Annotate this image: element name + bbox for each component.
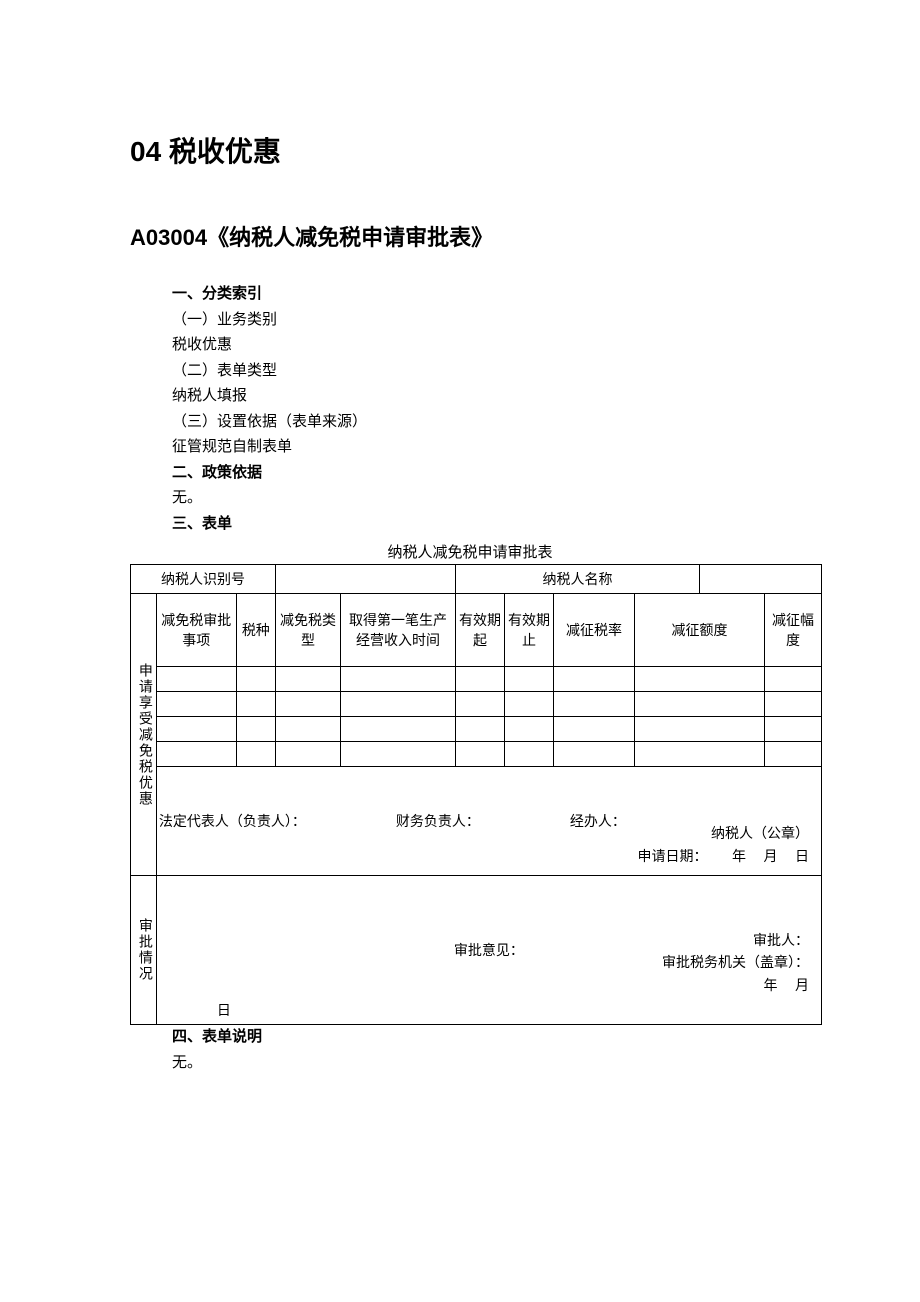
col-header-valid-from: 有效期起: [456, 594, 505, 667]
section-1-item2: （二）表单类型: [172, 359, 810, 385]
signature-block: 法定代表人（负责人）： 财务负责人： 经办人： 纳税人（公章） 申请日期： 年 …: [156, 767, 821, 876]
table-row: [131, 717, 822, 742]
col-header-reduce-range: 减征幅度: [765, 594, 822, 667]
table-row: 纳税人识别号 纳税人名称: [131, 565, 822, 594]
section-1-heading: 一、分类索引: [172, 282, 810, 308]
field-taxpayer-id: [276, 565, 456, 594]
section-3-heading: 三、表单: [172, 512, 810, 538]
section-1-item1: （一）业务类别: [172, 308, 810, 334]
section-1-value2: 纳税人填报: [172, 384, 810, 410]
label-apply-date: 申请日期： 年 月 日: [638, 847, 810, 869]
label-legal-rep: 法定代表人（负责人）：: [159, 811, 306, 831]
label-approval-org: 审批税务机关（盖章）：: [662, 953, 809, 975]
col-header-valid-to: 有效期止: [505, 594, 554, 667]
label-approver: 审批人：: [662, 931, 809, 953]
table-row: [131, 667, 822, 692]
col-header-approval-item: 减免税审批事项: [156, 594, 236, 667]
label-approval-day: 日: [217, 1000, 231, 1020]
section-4-heading: 四、表单说明: [172, 1025, 810, 1051]
approval-form-table: 纳税人识别号 纳税人名称 申请享受减免税优惠 减免税审批事项 税种 减免税类型 …: [130, 564, 822, 1025]
field-taxpayer-name: [700, 565, 822, 594]
section-2-heading: 二、政策依据: [172, 461, 810, 487]
label-taxpayer-id: 纳税人识别号: [131, 565, 276, 594]
section-notes: 四、表单说明 无。: [130, 1025, 810, 1076]
col-header-tax-type: 税种: [236, 594, 275, 667]
label-handler: 经办人：: [570, 811, 626, 831]
document-page: 04 税收优惠 A03004《纳税人减免税申请审批表》 一、分类索引 （一）业务…: [0, 0, 920, 1302]
section-4-value: 无。: [172, 1051, 810, 1077]
table-row: 申请享受减免税优惠 减免税审批事项 税种 减免税类型 取得第一笔生产经营收入时间…: [131, 594, 822, 667]
side-label-approval: 审批情况: [131, 876, 157, 1025]
label-taxpayer-seal: 纳税人（公章）: [638, 824, 810, 846]
table-row: [131, 742, 822, 767]
col-header-first-income-date: 取得第一笔生产经营收入时间: [341, 594, 456, 667]
label-finance-head: 财务负责人：: [396, 811, 480, 831]
heading-main: 04 税收优惠: [130, 130, 810, 170]
col-header-reduce-rate: 减征税率: [554, 594, 635, 667]
section-1-value1: 税收优惠: [172, 333, 810, 359]
section-2-value: 无。: [172, 486, 810, 512]
table-row: [131, 692, 822, 717]
col-header-reduce-amount: 减征额度: [635, 594, 765, 667]
label-approval-ym: 年 月: [662, 976, 809, 998]
section-index: 一、分类索引 （一）业务类别 税收优惠 （二）表单类型 纳税人填报 （三）设置依…: [130, 282, 810, 537]
table-caption: 纳税人减免税申请审批表: [130, 541, 810, 562]
table-row: 法定代表人（负责人）： 财务负责人： 经办人： 纳税人（公章） 申请日期： 年 …: [131, 767, 822, 876]
section-1-value3: 征管规范自制表单: [172, 435, 810, 461]
section-1-item3: （三）设置依据（表单来源）: [172, 410, 810, 436]
approval-block: 审批意见： 审批人： 审批税务机关（盖章）： 年 月 日: [156, 876, 821, 1025]
side-label-application: 申请享受减免税优惠: [131, 594, 157, 876]
col-header-exempt-type: 减免税类型: [276, 594, 341, 667]
label-taxpayer-name: 纳税人名称: [456, 565, 700, 594]
table-row: 审批情况 审批意见： 审批人： 审批税务机关（盖章）： 年 月 日: [131, 876, 822, 1025]
heading-sub: A03004《纳税人减免税申请审批表》: [130, 220, 810, 252]
